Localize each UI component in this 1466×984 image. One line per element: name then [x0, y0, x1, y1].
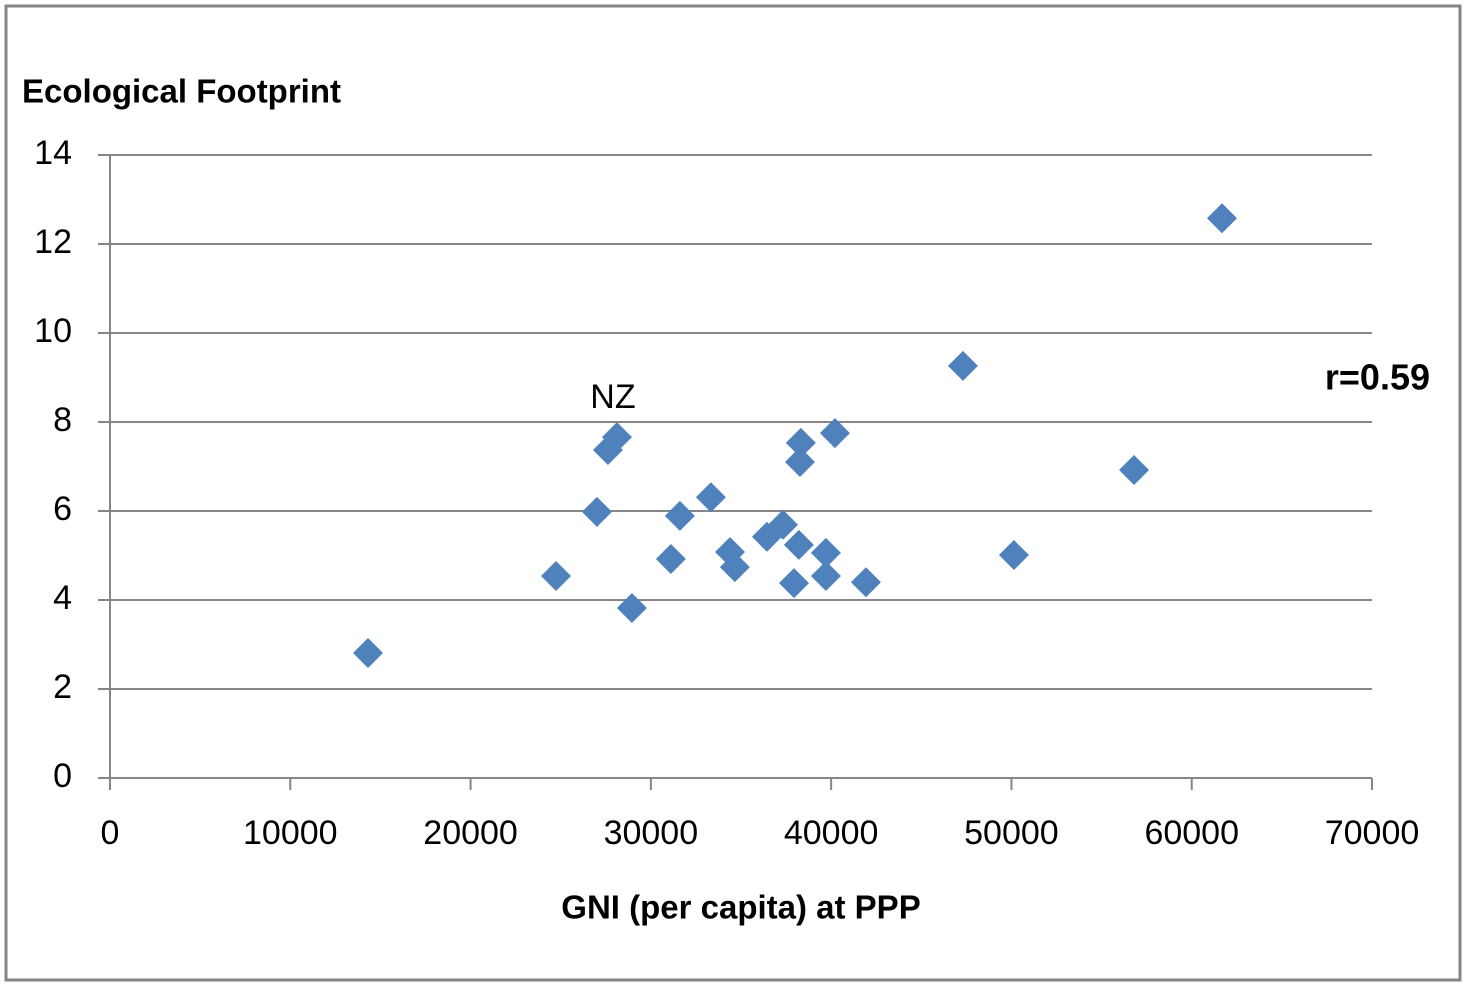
x-axis-title: GNI (per capita) at PPP — [561, 889, 920, 926]
point — [655, 544, 686, 575]
annotation: r=0.59 — [1325, 357, 1430, 398]
point — [541, 560, 572, 591]
point — [819, 418, 850, 449]
point — [1207, 203, 1238, 234]
point — [601, 422, 632, 453]
point — [779, 568, 810, 599]
y-tick-label: 10 — [34, 312, 72, 350]
x-tick-label: 60000 — [1144, 814, 1239, 852]
point — [768, 509, 799, 540]
point — [784, 447, 815, 478]
point — [810, 537, 841, 568]
point — [947, 350, 978, 381]
point — [664, 500, 695, 531]
point — [581, 496, 612, 527]
y-tick-label: 4 — [53, 579, 72, 617]
y-tick-label: 12 — [34, 223, 72, 261]
y-tick-label: 2 — [53, 668, 72, 706]
x-tick-label: 20000 — [423, 814, 518, 852]
x-tick-label: 70000 — [1325, 814, 1420, 852]
y-tick-label: 8 — [53, 401, 72, 439]
y-tick-label: 14 — [34, 134, 72, 172]
chart-border — [4, 4, 1462, 982]
point — [352, 637, 383, 668]
point — [1119, 455, 1150, 486]
annotation: NZ — [590, 378, 635, 416]
x-tick-label: 50000 — [964, 814, 1059, 852]
point — [785, 427, 816, 458]
x-tick-label: 0 — [101, 814, 120, 852]
x-tick-label: 10000 — [243, 814, 338, 852]
y-axis-title: Ecological Footprint — [22, 73, 341, 110]
point — [850, 567, 881, 598]
y-tick-label: 0 — [53, 757, 72, 795]
point — [616, 593, 647, 624]
point — [810, 560, 841, 591]
point — [695, 482, 726, 513]
point — [783, 529, 814, 560]
point — [719, 552, 750, 583]
x-tick-label: 30000 — [604, 814, 699, 852]
y-tick-label: 6 — [53, 490, 72, 528]
point — [998, 540, 1029, 571]
x-tick-label: 40000 — [784, 814, 879, 852]
